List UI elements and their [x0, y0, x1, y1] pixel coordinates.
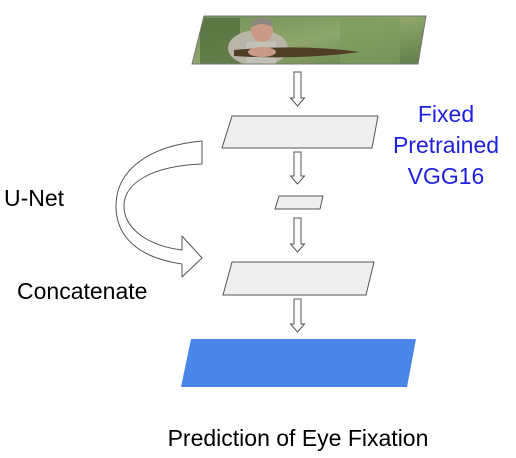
caption: Prediction of Eye Fixation: [168, 425, 429, 451]
down-arrow-icon: [289, 217, 306, 253]
vgg-feature-layer-1: [221, 115, 379, 149]
fixed-label: Fixed: [418, 101, 474, 127]
curved-arrow-icon: [115, 140, 203, 278]
vgg16-label: VGG16: [408, 163, 485, 189]
down-arrow-icon: [289, 71, 306, 107]
down-arrow-icon: [289, 298, 306, 333]
decoder-layer: [222, 261, 375, 296]
pretrained-label: Pretrained: [393, 132, 499, 158]
input-image: [191, 15, 427, 65]
unet-label: U-Net: [4, 185, 65, 211]
down-arrow-icon: [289, 151, 306, 185]
concatenate-label: Concatenate: [17, 278, 147, 304]
bottleneck-layer: [274, 195, 324, 210]
output-saliency-map: [181, 339, 416, 387]
